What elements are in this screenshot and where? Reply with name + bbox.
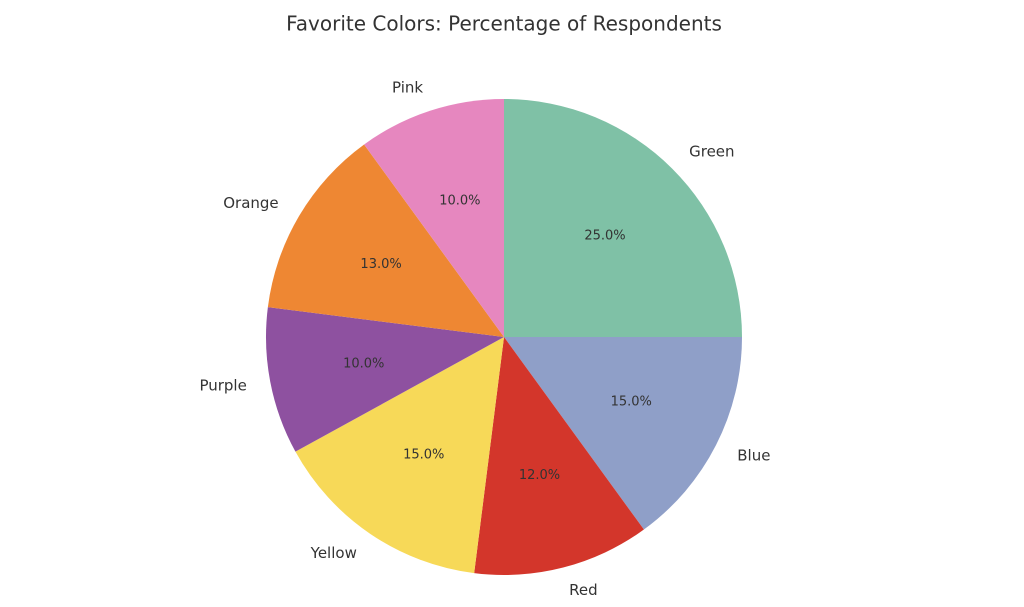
value-label: 15.0% (403, 448, 444, 463)
value-label: 10.0% (439, 194, 480, 209)
pie-slice (266, 307, 504, 452)
slice-label: Purple (199, 377, 246, 395)
slice-label: Orange (223, 194, 278, 212)
slice-label: Yellow (310, 544, 357, 562)
pie-slice (295, 337, 504, 574)
pie-slice (364, 99, 504, 337)
chart-title: Favorite Colors: Percentage of Responden… (286, 12, 722, 36)
value-label: 10.0% (343, 356, 384, 371)
value-label: 25.0% (584, 229, 625, 244)
pie-slice (504, 99, 742, 337)
pie-slice (504, 337, 742, 530)
slice-label: Red (569, 581, 598, 599)
slice-label: Pink (392, 79, 423, 97)
value-label: 13.0% (360, 257, 401, 272)
pie-slice (474, 337, 644, 575)
slice-label: Green (689, 142, 734, 160)
value-label: 12.0% (519, 468, 560, 483)
slice-label: Blue (737, 446, 770, 464)
pie-slice (267, 144, 504, 337)
value-label: 15.0% (611, 394, 652, 409)
